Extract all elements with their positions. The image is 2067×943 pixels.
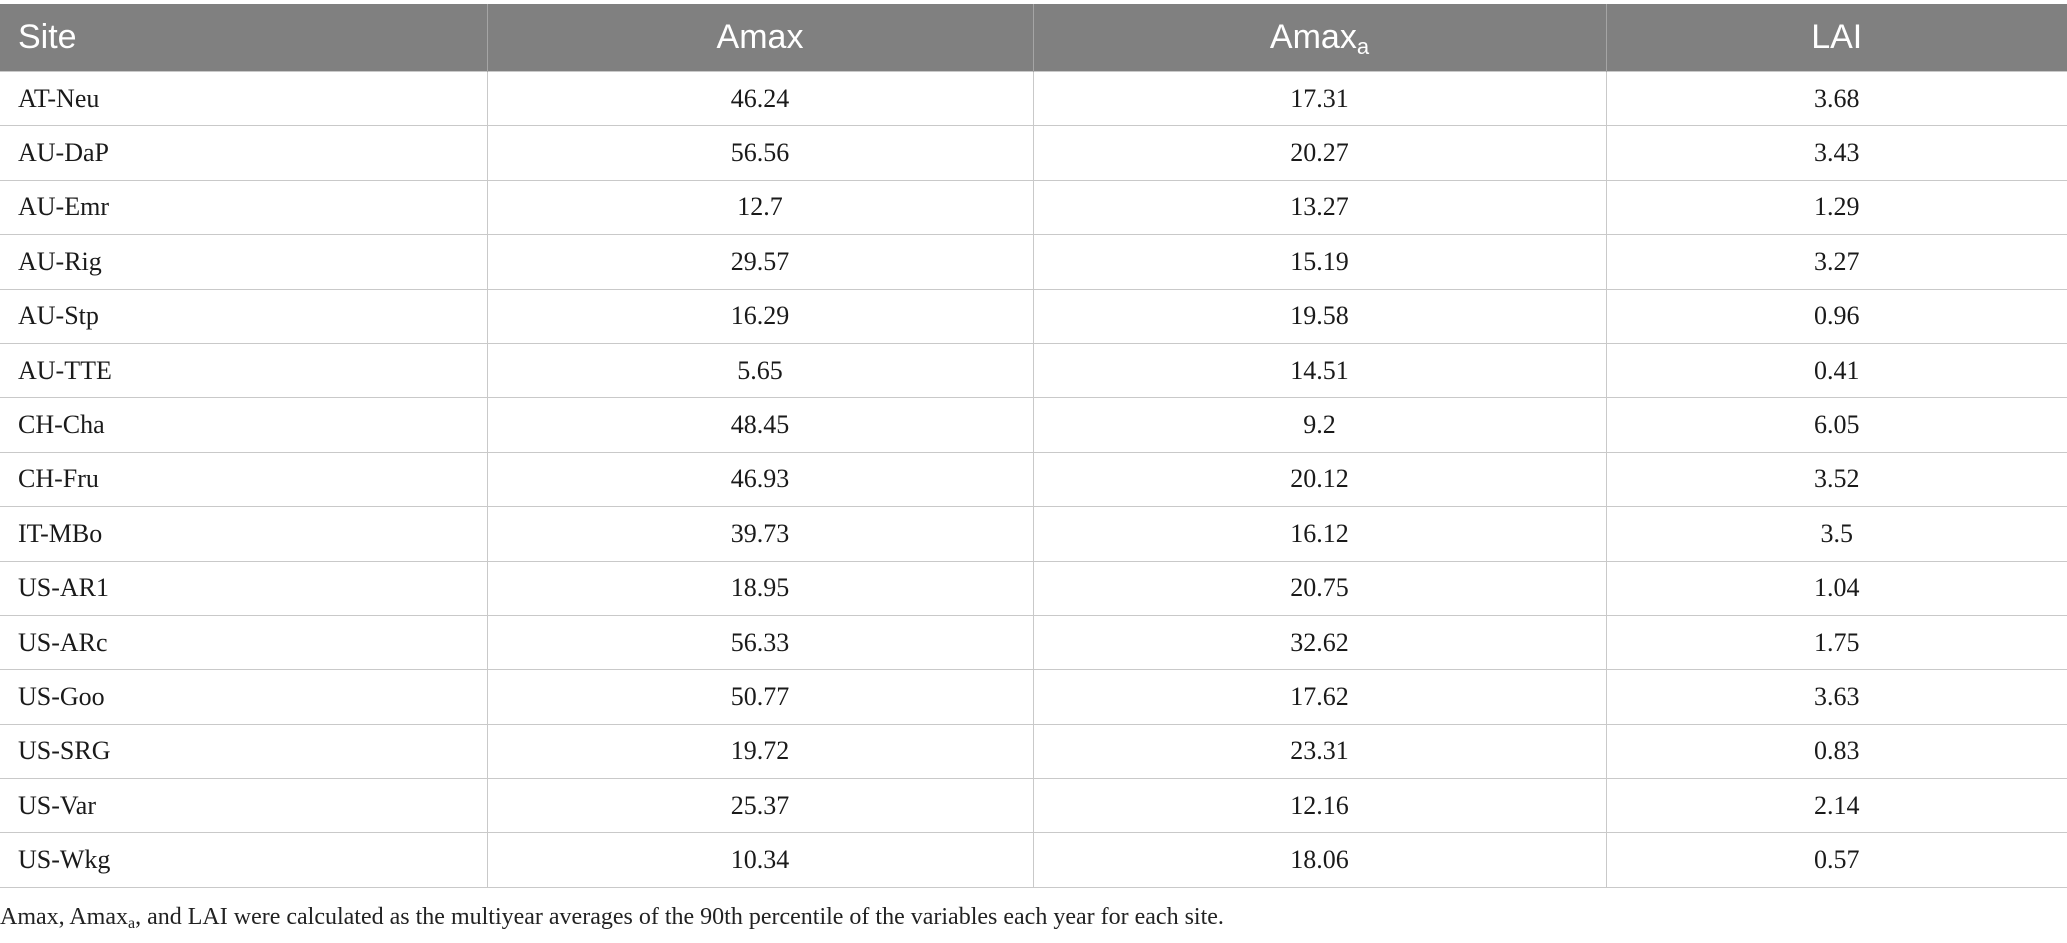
table-row: US-Goo 50.77 17.62 3.63 <box>0 669 2067 725</box>
value-cell: 12.7 <box>486 179 1033 235</box>
table-header: Site Amax Amaxa LAI <box>0 4 2067 72</box>
column-header-label: Site <box>18 18 77 56</box>
value-cell: 19.58 <box>1032 288 1606 344</box>
footnote-text-end: , and LAI were calculated as the multiye… <box>135 904 1224 930</box>
value-cell: 23.31 <box>1032 723 1606 779</box>
header-row: Site Amax Amaxa LAI <box>0 4 2067 72</box>
footnote-text-start: Amax, Amax <box>0 904 128 930</box>
value-cell: 25.37 <box>486 778 1033 833</box>
value-cell: 20.27 <box>1032 125 1606 181</box>
value-cell: 29.57 <box>486 234 1033 290</box>
site-cell: CH-Cha <box>0 397 487 453</box>
value-cell: 6.05 <box>1605 397 2067 453</box>
value-cell: 18.95 <box>486 560 1033 616</box>
site-cell: AU-TTE <box>0 342 487 398</box>
value-cell: 1.75 <box>1605 614 2067 670</box>
value-cell: 17.31 <box>1032 70 1606 126</box>
value-cell: 48.45 <box>486 397 1033 453</box>
value-cell: 12.16 <box>1032 778 1606 833</box>
site-cell: CH-Fru <box>0 451 487 507</box>
value-cell: 18.06 <box>1032 832 1606 888</box>
table-body: AT-Neu 46.24 17.31 3.68 AU-DaP 56.56 20.27 3.43… <box>0 70 2067 888</box>
site-cell: IT-MBo <box>0 506 487 562</box>
table-row: AT-Neu 46.24 17.31 3.68 <box>0 70 2067 126</box>
value-cell: 46.93 <box>486 451 1033 507</box>
value-cell: 56.56 <box>486 125 1033 181</box>
value-cell: 3.52 <box>1605 451 2067 507</box>
value-cell: 15.19 <box>1032 234 1606 290</box>
table-row: US-Wkg 10.34 18.06 0.57 <box>0 832 2067 888</box>
value-cell: 0.96 <box>1605 288 2067 344</box>
value-cell: 32.62 <box>1032 614 1606 670</box>
value-cell: 20.12 <box>1032 451 1606 507</box>
table-row: AU-Emr 12.7 13.27 1.29 <box>0 179 2067 235</box>
table-row: US-AR1 18.95 20.75 1.04 <box>0 560 2067 616</box>
site-cell: US-Goo <box>0 669 487 725</box>
table-row: AU-Rig 29.57 15.19 3.27 <box>0 234 2067 290</box>
value-cell: 3.68 <box>1605 70 2067 126</box>
table-row: CH-Cha 48.45 9.2 6.05 <box>0 397 2067 453</box>
value-cell: 17.62 <box>1032 669 1606 725</box>
table-row: US-Var 25.37 12.16 2.14 <box>0 778 2067 833</box>
value-cell: 16.12 <box>1032 506 1606 562</box>
value-cell: 46.24 <box>486 70 1033 126</box>
table-row: AU-TTE 5.65 14.51 0.41 <box>0 342 2067 398</box>
value-cell: 0.83 <box>1605 723 2067 779</box>
value-cell: 13.27 <box>1032 179 1606 235</box>
site-cell: AU-Stp <box>0 288 487 344</box>
table-row: AU-DaP 56.56 20.27 3.43 <box>0 125 2067 181</box>
value-cell: 3.5 <box>1605 506 2067 562</box>
column-header: Amaxa <box>1032 4 1606 72</box>
column-header-label: Amax <box>716 18 804 56</box>
value-cell: 5.65 <box>486 342 1033 398</box>
site-cell: US-AR1 <box>0 560 487 616</box>
value-cell: 20.75 <box>1032 560 1606 616</box>
value-cell: 9.2 <box>1032 397 1606 453</box>
site-cell: US-Wkg <box>0 832 487 888</box>
value-cell: 50.77 <box>486 669 1033 725</box>
table-row: AU-Stp 16.29 19.58 0.96 <box>0 288 2067 344</box>
table-row: US-SRG 19.72 23.31 0.83 <box>0 723 2067 779</box>
site-cell: US-Var <box>0 778 487 833</box>
table-row: CH-Fru 46.93 20.12 3.52 <box>0 451 2067 507</box>
footnote-subscript: a <box>127 915 136 932</box>
value-cell: 3.27 <box>1605 234 2067 290</box>
value-cell: 1.29 <box>1605 179 2067 235</box>
column-header-label: Amax <box>1269 18 1357 56</box>
value-cell: 0.41 <box>1605 342 2067 398</box>
value-cell: 39.73 <box>486 506 1033 562</box>
value-cell: 1.04 <box>1605 560 2067 616</box>
value-cell: 14.51 <box>1032 342 1606 398</box>
column-header: Amax <box>486 4 1033 72</box>
value-cell: 2.14 <box>1605 778 2067 833</box>
site-cell: AU-Emr <box>0 179 487 235</box>
site-cell: AU-Rig <box>0 234 487 290</box>
column-header: Site <box>0 4 487 72</box>
site-cell: AT-Neu <box>0 70 487 126</box>
value-cell: 16.29 <box>486 288 1033 344</box>
value-cell: 10.34 <box>486 832 1033 888</box>
column-header-subscript: a <box>1356 34 1370 59</box>
value-cell: 19.72 <box>486 723 1033 779</box>
data-table: Site Amax Amaxa LAI AT-Neu 46.24 17.31 3.68 AU-… <box>0 4 2067 888</box>
table-row: US-ARc 56.33 32.62 1.75 <box>0 614 2067 670</box>
value-cell: 56.33 <box>486 614 1033 670</box>
value-cell: 3.63 <box>1605 669 2067 725</box>
table-footnote: Amax, Amaxa, and LAI were calculated as … <box>0 904 1224 932</box>
site-cell: US-SRG <box>0 723 487 779</box>
column-header-label: LAI <box>1811 18 1863 56</box>
site-cell: US-ARc <box>0 614 487 670</box>
column-header: LAI <box>1605 4 2067 72</box>
site-cell: AU-DaP <box>0 125 487 181</box>
value-cell: 0.57 <box>1605 832 2067 888</box>
value-cell: 3.43 <box>1605 125 2067 181</box>
table-row: IT-MBo 39.73 16.12 3.5 <box>0 506 2067 562</box>
